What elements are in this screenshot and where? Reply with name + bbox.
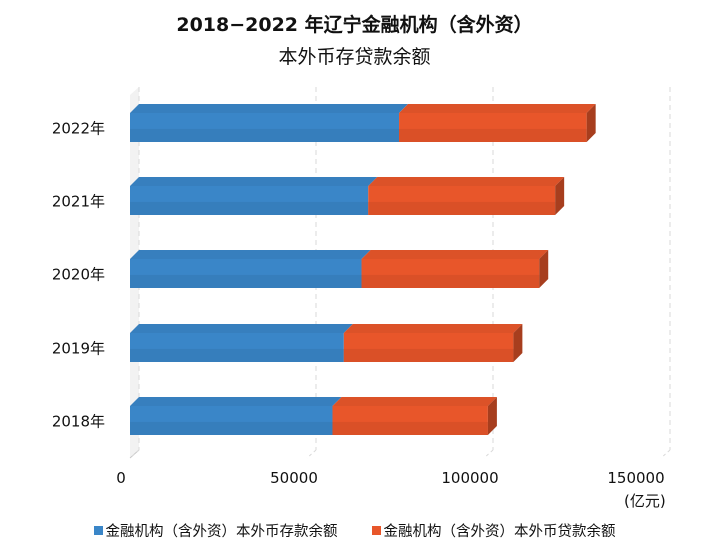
bar-segment-shade (130, 421, 333, 435)
x-tick-label: 150000 (607, 469, 664, 487)
bar-segment-shade (130, 348, 344, 362)
legend-swatch-loans (371, 526, 381, 535)
bar-top-face (343, 324, 523, 333)
bar-top-face (130, 104, 409, 113)
bar-segment-shade (368, 201, 556, 215)
gridline-foot-1 (306, 449, 317, 459)
bar-segment-shade (130, 128, 400, 142)
x-tick-label: 100000 (441, 469, 498, 487)
bar-segment-shade (361, 274, 540, 288)
y-category-label: 2022年 (52, 120, 105, 138)
legend-item-loans: 金融机构（含外资）本外币贷款余额 (371, 520, 616, 541)
bar-side-face (539, 250, 549, 288)
gridline-foot-2 (483, 449, 494, 459)
y-category-label: 2021年 (52, 193, 105, 211)
legend-label-deposits: 金融机构（含外资）本外币存款余额 (105, 524, 338, 540)
chart-title-line-2: 本外币存贷款余额 (278, 46, 431, 68)
bar-top-face (368, 177, 565, 186)
bar-segment-shade (332, 421, 488, 435)
bar-segment-shade (399, 128, 587, 142)
bar-segment-shade (130, 274, 362, 288)
bar-top-face (399, 104, 596, 113)
bar-top-face (130, 324, 353, 333)
bar-segment-shade (343, 348, 514, 362)
bar-top-face (130, 397, 342, 406)
y-category-label: 2019年 (52, 340, 105, 358)
legend-label-loans: 金融机构（含外资）本外币贷款余额 (383, 524, 616, 540)
x-axis-unit-label: (亿元) (624, 492, 666, 510)
bar-side-face (555, 177, 565, 215)
gridline-foot-0 (129, 449, 140, 459)
chart-title-line-1: 2018−2022 年辽宁金融机构（含外资） (176, 14, 533, 36)
bar-top-face (332, 397, 497, 406)
y-category-label: 2018年 (52, 413, 105, 431)
bar-top-face (361, 250, 549, 259)
y-category-label: 2020年 (52, 266, 105, 284)
bar-side-face (487, 397, 497, 435)
legend-swatch-deposits (93, 526, 103, 535)
bar-side-face (513, 324, 523, 362)
bar-top-face (130, 177, 378, 186)
bar-side-face (586, 104, 596, 142)
x-tick-label: 50000 (270, 469, 318, 487)
legend-item-deposits: 金融机构（含外资）本外币存款余额 (93, 520, 338, 541)
x-tick-label: 0 (116, 469, 126, 487)
bar-segment-shade (130, 201, 369, 215)
bar-top-face (130, 250, 371, 259)
gridline-foot-3 (660, 449, 671, 459)
legend: 金融机构（含外资）本外币存款余额 金融机构（含外资）本外币贷款余额 (0, 520, 709, 541)
